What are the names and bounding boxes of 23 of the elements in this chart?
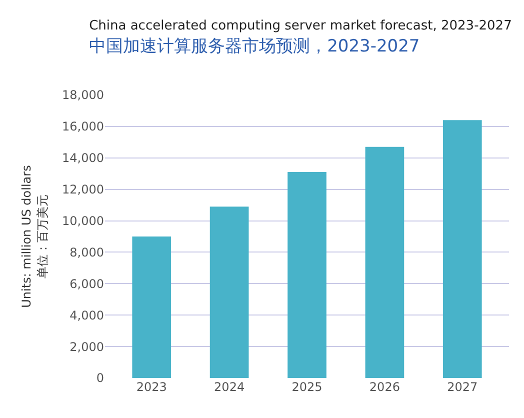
x-tick-label: 2027 (447, 380, 478, 394)
y-axis-title: Units: million US dollars 单位：百万美元 (20, 165, 50, 308)
x-tick-label: 2026 (369, 380, 400, 394)
y-tick-label: 14,000 (62, 151, 104, 166)
y-tick-label: 10,000 (62, 214, 104, 228)
y-tick-label: 12,000 (62, 182, 104, 197)
chart-subtitle: 中国加速计算服务器市场预测，2023-2027 (89, 36, 420, 56)
y-tick-label: 4,000 (70, 308, 104, 322)
y-tick-label: 8,000 (70, 245, 104, 260)
bar (210, 206, 249, 378)
y-tick-label: 18,000 (62, 88, 104, 102)
x-tick-label: 2025 (292, 380, 322, 394)
bar (288, 172, 326, 378)
chart-title: China accelerated computing server market forecast, 2023-2027 (89, 18, 512, 34)
bar (365, 146, 404, 378)
x-tick-label: 2023 (136, 380, 167, 394)
bar (442, 120, 482, 378)
x-tick-label: 2024 (214, 380, 245, 394)
bar (132, 236, 172, 378)
y-tick-label: 16,000 (62, 120, 104, 134)
y-tick-label: 2,000 (70, 340, 104, 354)
y-tick-label: 6,000 (70, 276, 104, 291)
y-tick-label: 0 (96, 371, 104, 386)
